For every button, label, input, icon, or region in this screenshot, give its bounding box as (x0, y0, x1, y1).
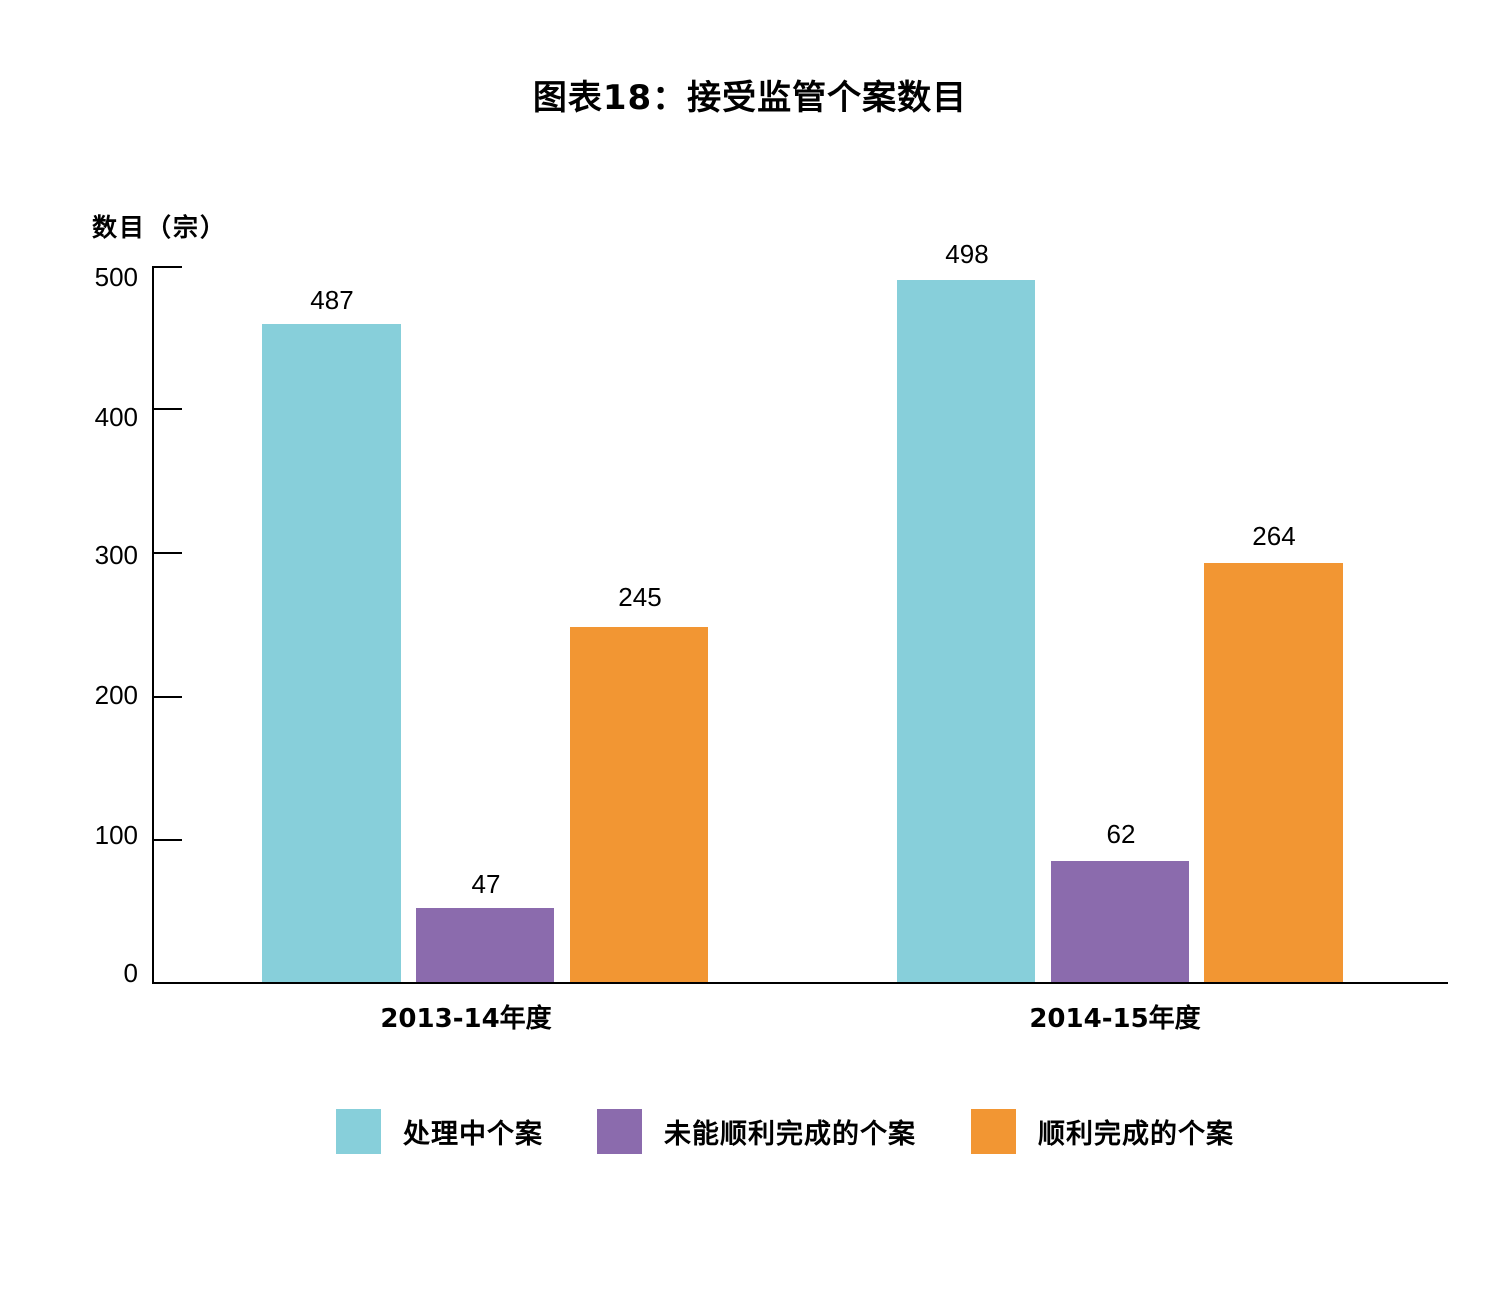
legend-swatch-successful (971, 1108, 1016, 1154)
bar-2013-14-in-progress (262, 324, 401, 982)
chart-title: 图表18：接受监管个案数目 (532, 78, 968, 118)
legend-label-in-progress: 处理中个案 (403, 1118, 543, 1150)
bar-2013-14-unsuccessful (416, 908, 554, 982)
legend-item-unsuccessful: 未能顺利完成的个案 (597, 1108, 916, 1154)
y-axis-line (152, 266, 154, 984)
y-tick-0: 0 (123, 958, 138, 988)
y-tick-100: 100 (94, 820, 138, 850)
legend-label-unsuccessful: 未能顺利完成的个案 (664, 1118, 916, 1150)
legend: 处理中个案 未能顺利完成的个案 顺利完成的个案 (0, 1108, 1500, 1154)
value-label-2013-14-successful: 245 (618, 582, 662, 612)
legend-swatch-unsuccessful (597, 1108, 642, 1154)
x-category-2014-15: 2014-15年度 (1029, 1004, 1201, 1034)
bar-2013-14-successful (570, 627, 708, 982)
bar-2014-15-in-progress (897, 280, 1035, 982)
y-tick-500: 500 (94, 262, 138, 292)
bar-2014-15-unsuccessful (1051, 861, 1189, 982)
y-tick-300: 300 (94, 540, 138, 570)
bar-2014-15-successful (1204, 563, 1343, 982)
legend-label-successful: 顺利完成的个案 (1038, 1118, 1234, 1150)
value-label-2014-15-successful: 264 (1252, 521, 1296, 551)
value-label-2014-15-unsuccessful: 62 (1106, 819, 1136, 849)
y-axis-label: 数目（宗） (92, 213, 228, 242)
y-tick-200: 200 (94, 680, 138, 710)
value-label-2014-15-in-progress: 498 (945, 239, 989, 269)
y-tick-400: 400 (94, 402, 138, 432)
y-tick-mark-300 (152, 552, 182, 554)
y-tick-mark-200 (152, 696, 182, 698)
y-tick-mark-100 (152, 839, 182, 841)
legend-swatch-in-progress (336, 1108, 381, 1154)
value-label-2013-14-in-progress: 487 (310, 285, 354, 315)
x-category-2013-14: 2013-14年度 (380, 1004, 552, 1034)
legend-item-in-progress: 处理中个案 (336, 1108, 543, 1154)
legend-item-successful: 顺利完成的个案 (971, 1108, 1234, 1154)
x-axis-line (152, 982, 1448, 984)
value-label-2013-14-unsuccessful: 47 (471, 869, 501, 899)
y-tick-mark-500 (152, 266, 182, 268)
y-tick-mark-400 (152, 408, 182, 410)
